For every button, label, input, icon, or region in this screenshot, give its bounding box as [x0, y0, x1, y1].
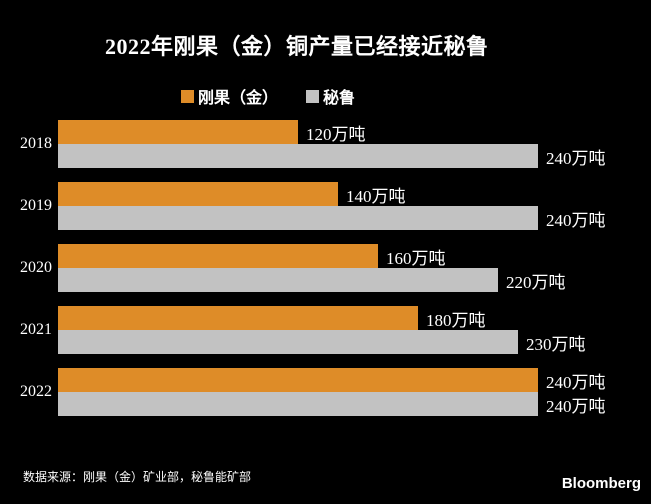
bar-row-peru: 240万吨 [58, 144, 606, 168]
legend-item-congo: 刚果（金） [181, 84, 278, 108]
value-label-peru: 240万吨 [546, 210, 606, 230]
bar-congo [58, 120, 298, 144]
value-label-congo: 120万吨 [306, 124, 366, 144]
year-label: 2021 [20, 321, 52, 338]
source-note: 数据来源：刚果（金）矿业部，秘鲁能矿部 [23, 470, 252, 484]
bar-peru [58, 268, 498, 292]
bar-pair: 120万吨 240万吨 [58, 120, 606, 168]
legend-swatch-peru-icon [306, 89, 320, 103]
bar-row-congo: 240万吨 [58, 368, 606, 392]
value-label-congo: 140万吨 [346, 186, 406, 206]
value-label-peru: 220万吨 [506, 272, 566, 292]
bar-row-congo: 160万吨 [58, 244, 566, 268]
bar-congo [58, 306, 418, 330]
value-label-congo: 160万吨 [386, 248, 446, 268]
bloomberg-logo: Bloomberg [561, 475, 641, 492]
year-group-2018: 2018 120万吨 240万吨 [0, 120, 651, 168]
value-label-congo: 240万吨 [546, 372, 606, 392]
bar-row-congo: 120万吨 [58, 120, 606, 144]
bar-row-peru: 240万吨 [58, 392, 606, 416]
bar-row-peru: 220万吨 [58, 268, 566, 292]
legend-label-congo: 刚果（金） [198, 90, 279, 107]
bar-congo [58, 182, 338, 206]
bar-pair: 140万吨 240万吨 [58, 182, 606, 230]
value-label-peru: 240万吨 [546, 148, 606, 168]
year-label: 2020 [20, 259, 52, 276]
year-label: 2018 [20, 135, 52, 152]
chart-title: 2022年刚果（金）铜产量已经接近秘鲁 [105, 34, 489, 59]
bar-pair: 240万吨 240万吨 [58, 368, 606, 416]
bar-row-congo: 140万吨 [58, 182, 606, 206]
legend: 刚果（金） 秘鲁 [181, 84, 355, 108]
value-label-peru: 240万吨 [546, 396, 606, 416]
legend-item-peru: 秘鲁 [306, 84, 355, 108]
value-label-congo: 180万吨 [426, 310, 486, 330]
bar-peru [58, 144, 538, 168]
bar-row-peru: 240万吨 [58, 206, 606, 230]
bar-peru [58, 392, 538, 416]
year-group-2019: 2019 140万吨 240万吨 [0, 182, 651, 230]
bar-peru [58, 330, 518, 354]
value-label-peru: 230万吨 [526, 334, 586, 354]
year-label: 2019 [20, 197, 52, 214]
bar-pair: 180万吨 230万吨 [58, 306, 586, 354]
bar-congo [58, 368, 538, 392]
bar-row-peru: 230万吨 [58, 330, 586, 354]
year-group-2022: 2022 240万吨 240万吨 [0, 368, 651, 416]
legend-swatch-congo-icon [181, 89, 194, 103]
bar-congo [58, 244, 378, 268]
bar-row-congo: 180万吨 [58, 306, 586, 330]
plot-area: 2018 120万吨 240万吨 2019 140万吨 240万吨 2020 160万吨 220… [0, 120, 651, 420]
legend-label-peru: 秘鲁 [323, 90, 356, 107]
bar-peru [58, 206, 538, 230]
year-group-2020: 2020 160万吨 220万吨 [0, 244, 651, 292]
year-label: 2022 [20, 383, 52, 400]
year-group-2021: 2021 180万吨 230万吨 [0, 306, 651, 354]
bar-pair: 160万吨 220万吨 [58, 244, 566, 292]
